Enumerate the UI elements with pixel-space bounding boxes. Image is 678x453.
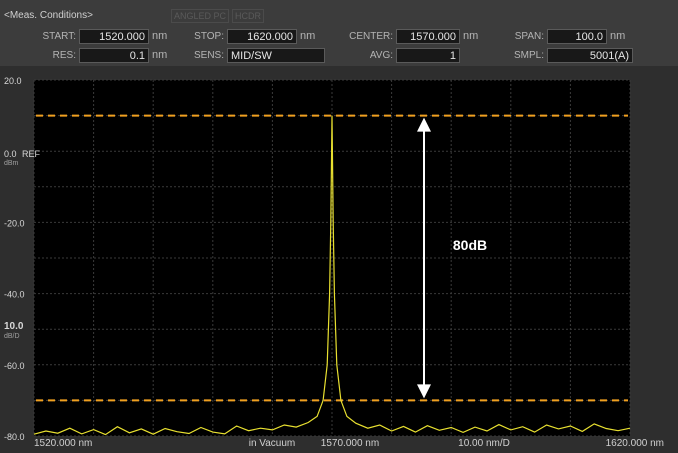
- center-label: CENTER:: [349, 31, 393, 42]
- res-field[interactable]: 0.1: [79, 48, 149, 63]
- panel-title: <Meas. Conditions>: [4, 10, 93, 21]
- stop-unit: nm: [300, 30, 316, 42]
- y-tick-labels: 20.0 -20.0 -40.0 -60.0 -80.0: [4, 76, 25, 442]
- y-tick-label: -80.0: [4, 432, 25, 442]
- res-label: RES:: [52, 50, 76, 61]
- y-tick-label: -40.0: [4, 290, 25, 300]
- y-tick-label: -60.0: [4, 361, 25, 371]
- threshold-lines: [36, 114, 628, 402]
- spectrum-trace: [33, 115, 631, 436]
- medium-label: in Vacuum: [249, 438, 296, 448]
- sens-label: SENS:: [193, 50, 224, 61]
- span-field[interactable]: 100.0: [547, 29, 607, 44]
- measurement-conditions-panel: <Meas. Conditions> ANGLED PC HCDR START:…: [0, 0, 678, 67]
- start-label: START:: [42, 31, 76, 42]
- dynamic-range-label: 80dB: [453, 237, 487, 253]
- stop-field[interactable]: 1620.000: [227, 29, 297, 44]
- spectrum-chart: 20.0 -20.0 -40.0 -60.0 -80.0 80dB 0.0 REF dB…: [0, 66, 678, 449]
- avg-label: AVG:: [369, 50, 393, 61]
- arrow-head-up: [417, 117, 431, 132]
- center-unit: nm: [463, 30, 479, 42]
- spectrum-display: 20.0 -20.0 -40.0 -60.0 -80.0 80dB 0.0 REF dB…: [0, 66, 678, 449]
- start-unit: nm: [152, 30, 168, 42]
- smpl-label: SMPL:: [513, 50, 544, 61]
- ref-value-label: 0.0: [4, 149, 17, 159]
- dynamic-range-arrow: [417, 117, 431, 399]
- sens-field[interactable]: MID/SW: [227, 48, 325, 63]
- stop-label: STOP:: [194, 31, 224, 42]
- scale-value: 10.0: [4, 321, 24, 332]
- avg-field[interactable]: 1: [396, 48, 460, 63]
- start-field[interactable]: 1520.000: [79, 29, 149, 44]
- x-center-label: 1570.000 nm: [321, 438, 379, 448]
- angled-pc-tag: ANGLED PC: [171, 9, 230, 23]
- ref-unit: dBm: [4, 160, 19, 167]
- ref-label: REF: [22, 149, 41, 159]
- center-field[interactable]: 1570.000: [396, 29, 460, 44]
- x-start-label: 1520.000 nm: [34, 438, 92, 448]
- smpl-field[interactable]: 5001(A): [547, 48, 633, 63]
- hcdr-tag: HCDR: [232, 9, 264, 23]
- x-per-div-label: 10.00 nm/D: [458, 438, 510, 448]
- span-label: SPAN:: [514, 31, 544, 42]
- grid: [33, 79, 631, 437]
- x-stop-label: 1620.000 nm: [606, 438, 664, 448]
- y-tick-label: -20.0: [4, 218, 25, 228]
- span-unit: nm: [610, 30, 626, 42]
- y-tick-label: 20.0: [4, 76, 22, 86]
- res-unit: nm: [152, 49, 168, 61]
- scale-unit: dB/D: [4, 333, 20, 340]
- arrow-head-down: [417, 384, 431, 399]
